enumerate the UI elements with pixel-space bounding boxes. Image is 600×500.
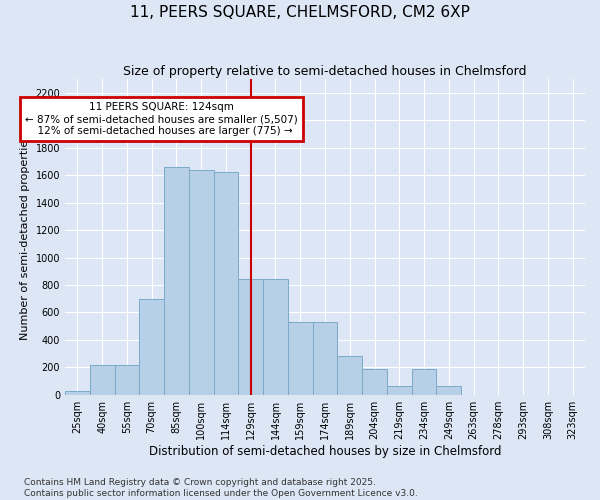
- Title: Size of property relative to semi-detached houses in Chelmsford: Size of property relative to semi-detach…: [123, 65, 527, 78]
- Bar: [313, 322, 337, 394]
- Y-axis label: Number of semi-detached properties: Number of semi-detached properties: [20, 134, 30, 340]
- Bar: [288, 322, 313, 394]
- Text: 11, PEERS SQUARE, CHELMSFORD, CM2 6XP: 11, PEERS SQUARE, CHELMSFORD, CM2 6XP: [130, 5, 470, 20]
- Bar: [263, 280, 288, 394]
- Text: 11 PEERS SQUARE: 124sqm
← 87% of semi-detached houses are smaller (5,507)
  12% : 11 PEERS SQUARE: 124sqm ← 87% of semi-de…: [25, 102, 298, 136]
- Text: Contains HM Land Registry data © Crown copyright and database right 2025.
Contai: Contains HM Land Registry data © Crown c…: [24, 478, 418, 498]
- Bar: [436, 386, 461, 394]
- Bar: [139, 298, 164, 394]
- Bar: [90, 365, 115, 394]
- X-axis label: Distribution of semi-detached houses by size in Chelmsford: Distribution of semi-detached houses by …: [149, 444, 501, 458]
- Bar: [337, 356, 362, 395]
- Bar: [65, 390, 90, 394]
- Bar: [214, 172, 238, 394]
- Bar: [412, 370, 436, 394]
- Bar: [189, 170, 214, 394]
- Bar: [164, 167, 189, 394]
- Bar: [238, 280, 263, 394]
- Bar: [362, 370, 387, 394]
- Bar: [115, 365, 139, 394]
- Bar: [387, 386, 412, 394]
